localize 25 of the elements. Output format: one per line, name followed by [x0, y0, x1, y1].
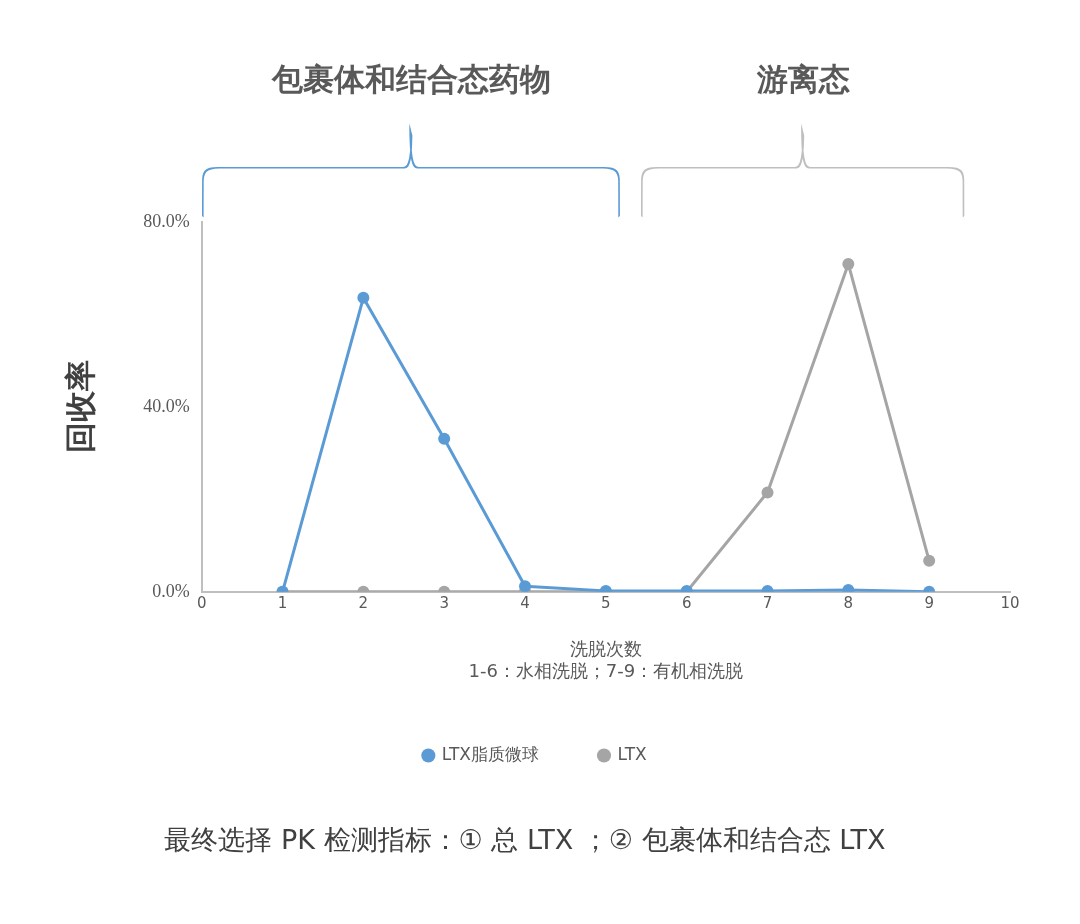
- x-tick-label: 7: [762, 593, 773, 612]
- legend-label: LTX脂质微球: [441, 743, 540, 764]
- x-tick-label: 2: [358, 593, 369, 612]
- y-tick-label: 40.0%: [143, 395, 190, 416]
- x-axis-title: 洗脱次数 1-6：水相洗脱；7-9：有机相洗脱: [468, 638, 744, 681]
- point: [357, 291, 370, 304]
- x-tick-label: 8: [843, 593, 854, 612]
- x-tick-label: 1: [277, 593, 288, 612]
- text: 游离态: [756, 61, 851, 98]
- point: [842, 258, 855, 271]
- x-tick-label: 10: [1000, 593, 1020, 612]
- x-tick-label: 0: [196, 593, 207, 612]
- x-tick-label: 9: [924, 593, 934, 612]
- x-tick-label: 4: [520, 593, 530, 612]
- legend-label: LTX: [617, 743, 648, 764]
- point: [438, 432, 451, 445]
- x-tick-label: 3: [439, 593, 449, 612]
- x-tick-label: 6: [681, 593, 692, 612]
- text: 包裹体和结合态药物: [271, 61, 552, 98]
- y-tick-label: 0.0%: [152, 580, 190, 601]
- y-axis-title: 回收率: [61, 360, 98, 454]
- x-tick-label: 5: [601, 593, 611, 612]
- point: [761, 486, 774, 499]
- y-tick-label: 80.0%: [143, 210, 190, 231]
- text: 最终选择 PK 检测指标：① 总 LTX ；② 包裹体和结合态 LTX: [164, 824, 886, 856]
